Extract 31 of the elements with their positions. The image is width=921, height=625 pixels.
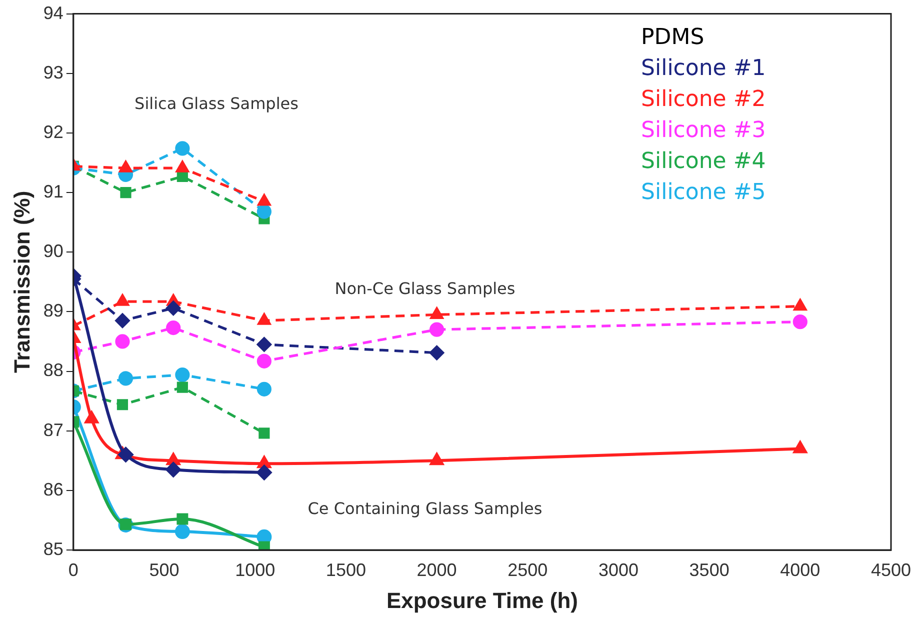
text: Silicone #4 — [641, 148, 766, 176]
x-tick-label: 4000 — [780, 560, 820, 580]
x-tick-label: 500 — [149, 560, 180, 580]
x-tick-label: 3500 — [689, 560, 730, 580]
legend-title: PDMS — [641, 24, 706, 52]
y-tick-label: 86 — [43, 479, 64, 500]
y-tick-label: 93 — [43, 62, 64, 82]
y-tick-label: 85 — [43, 538, 64, 559]
text: Silicone #3 — [641, 116, 766, 145]
text: Silicone #5 — [641, 178, 766, 207]
y-tick-label: 89 — [43, 300, 64, 321]
x-tick-label: 4500 — [870, 560, 912, 580]
annotation: Silica Glass Samples — [134, 94, 298, 114]
y-tick-label: 90 — [43, 241, 64, 262]
x-tick-label: 0 — [68, 560, 78, 580]
x-tick-label: 2500 — [508, 560, 548, 580]
annotation: Non-Ce Glass Samples — [334, 279, 516, 298]
y-tick-label: 91 — [43, 182, 64, 202]
y-tick-label: 88 — [43, 360, 64, 380]
x-tick-label: 2000 — [416, 560, 457, 580]
x-tick-label: 1000 — [235, 560, 276, 580]
x-axis-title: Exposure Time (h) — [386, 588, 578, 613]
y-tick-label: 94 — [43, 2, 64, 23]
text: Silicone #1 — [641, 54, 766, 83]
y-axis-title: Transmission (%) — [9, 190, 34, 373]
y-tick-label: 87 — [43, 420, 64, 440]
y-tick-label: 92 — [43, 122, 64, 142]
text: Silicone #2 — [641, 86, 766, 114]
x-tick-label: 1500 — [326, 560, 366, 580]
annotation: Ce Containing Glass Samples — [308, 498, 542, 518]
x-tick-label: 3000 — [598, 560, 638, 580]
